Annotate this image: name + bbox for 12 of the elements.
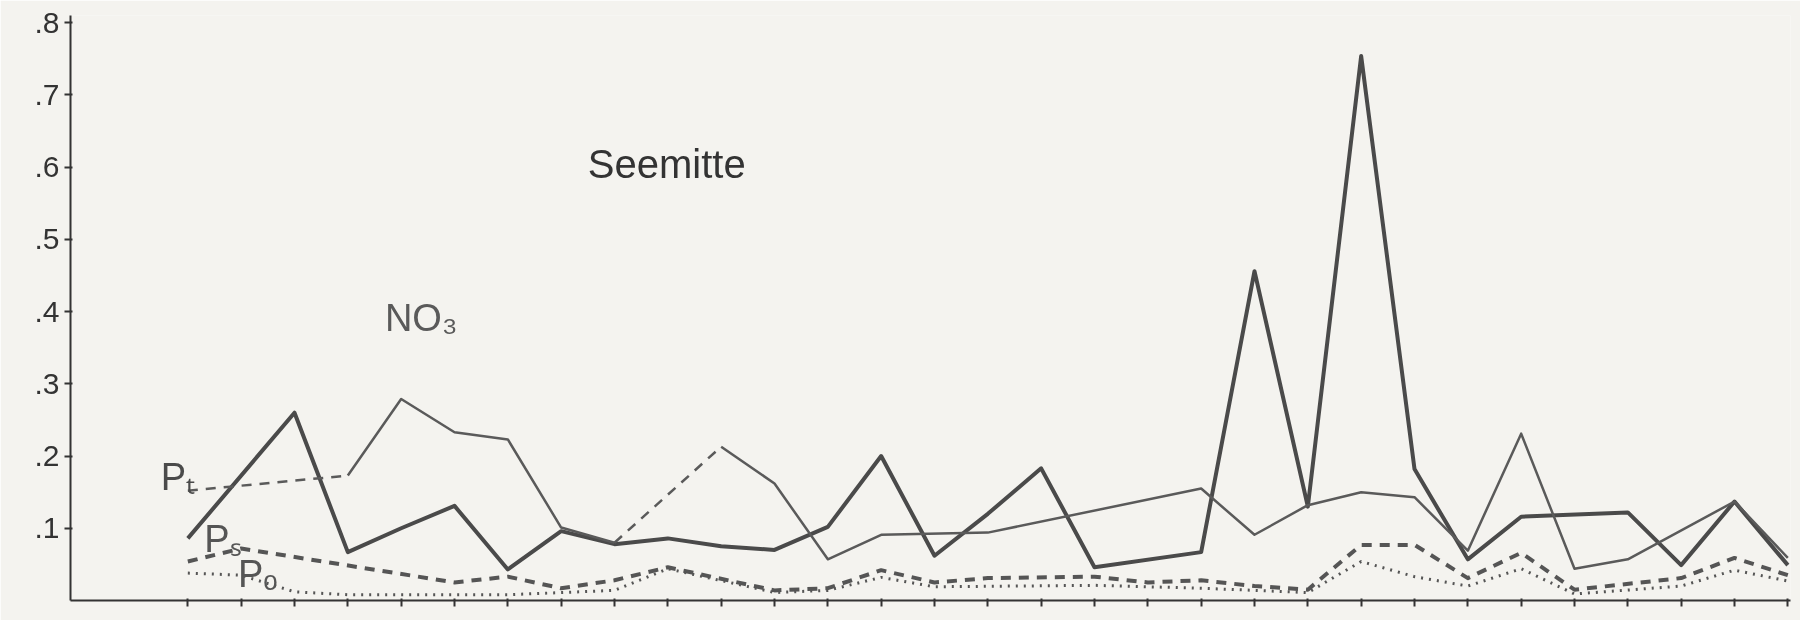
y-tick-label: .8 <box>34 5 60 39</box>
y-tick-label: .2 <box>34 439 60 473</box>
y-tick-label: .6 <box>34 150 60 184</box>
y-tick-label: .3 <box>34 366 60 400</box>
text: Seemitte <box>587 141 746 186</box>
y-tick-label: .1 <box>34 511 60 545</box>
y-tick-label: .5 <box>34 222 60 256</box>
series-label: Pₛ <box>204 517 242 560</box>
y-tick-label: .7 <box>34 77 60 111</box>
series-label: Pₜ <box>160 456 196 499</box>
series-label: NO₃ <box>384 297 458 339</box>
y-tick-label: .4 <box>34 294 60 328</box>
